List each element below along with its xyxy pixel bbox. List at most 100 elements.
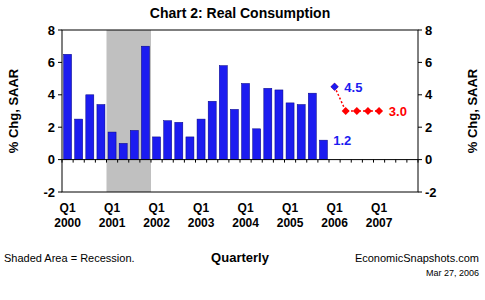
bar [219, 66, 227, 160]
bar [275, 90, 283, 160]
date: Mar 27, 2006 [426, 268, 479, 278]
y-tick [58, 127, 62, 128]
marker [364, 107, 372, 115]
footnote: Shaded Area = Recession. [4, 252, 135, 264]
bar [119, 143, 127, 159]
x-tick [173, 160, 174, 163]
y2-tick [418, 62, 422, 63]
y-tick-label: 6 [48, 55, 55, 70]
bar [164, 121, 172, 160]
x-tick-label-line: Q1 [282, 201, 298, 215]
bar [153, 137, 161, 160]
x-tick-label: Q12004 [232, 201, 259, 230]
y-axis-label: % Chg, SAAR [6, 68, 21, 153]
x-tick [128, 160, 129, 163]
x-tick [329, 160, 330, 163]
x-tick-label: Q12006 [321, 201, 348, 230]
x-tick [317, 160, 318, 163]
x-tick-label-line: 2001 [99, 216, 126, 230]
page: {"chart_data": { "type": "bar", "title":… [0, 0, 485, 300]
marker [331, 83, 339, 91]
y-tick [58, 192, 62, 193]
bar [130, 130, 138, 159]
bar [253, 129, 261, 160]
y2-tick-label: 6 [425, 55, 432, 70]
marker [342, 107, 350, 115]
bar [308, 93, 316, 159]
x-tick [206, 160, 207, 163]
x-tick [351, 160, 352, 163]
x-tick-label-line: Q1 [193, 201, 209, 215]
x-tick [395, 160, 396, 163]
x-axis-label: Quarterly [211, 250, 270, 265]
y2-tick-label: 2 [425, 120, 432, 135]
x-tick-label-line: Q1 [149, 201, 165, 215]
y2-axis-label: % Chg, SAAR [465, 68, 480, 153]
recession-shade [107, 30, 152, 192]
y-tick-label: 4 [48, 87, 56, 102]
x-tick [139, 160, 140, 163]
x-tick [162, 160, 163, 163]
x-tick [306, 160, 307, 163]
x-tick [384, 160, 385, 163]
y-tick-label: -2 [43, 185, 55, 200]
x-tick [240, 160, 241, 163]
bar [230, 109, 238, 159]
x-tick [151, 160, 152, 163]
x-tick [95, 160, 96, 163]
bar [75, 119, 83, 160]
bar [97, 105, 105, 160]
x-tick [195, 160, 196, 163]
x-tick-label-line: Q1 [104, 201, 120, 215]
y2-tick-label: 0 [425, 152, 432, 167]
data-label: 1.2 [333, 133, 351, 148]
bar [64, 54, 72, 159]
source: EconomicSnapshots.com [355, 252, 479, 264]
x-tick [184, 160, 185, 163]
bar [175, 122, 183, 159]
x-tick-label: Q12001 [99, 201, 126, 230]
x-tick-label-line: 2000 [54, 216, 81, 230]
x-tick [295, 160, 296, 163]
y-tick-label: 8 [48, 23, 55, 38]
y2-tick [418, 159, 422, 160]
x-tick-label: Q12007 [366, 201, 393, 230]
x-tick [228, 160, 229, 163]
bar [197, 119, 205, 160]
title: Chart 2: Real Consumption [150, 5, 330, 21]
x-tick-label: Q12000 [54, 201, 81, 230]
y-tick-label: 0 [48, 152, 55, 167]
x-tick [106, 160, 107, 163]
x-tick [73, 160, 74, 163]
chart: Chart 2: Real Consumption-202468-202468%… [0, 0, 485, 300]
bar [141, 46, 149, 159]
marks [64, 30, 384, 192]
x-tick [117, 160, 118, 163]
x-tick [251, 160, 252, 163]
y-tick-label: 2 [48, 120, 55, 135]
x-tick [273, 160, 274, 163]
x-tick-label: Q12002 [143, 201, 170, 230]
y-tick [58, 94, 62, 95]
bar [297, 105, 305, 160]
x-tick-label: Q12005 [277, 201, 304, 230]
y-tick [58, 62, 62, 63]
marker [375, 107, 383, 115]
bar [242, 83, 250, 159]
x-tick-label-line: 2007 [366, 216, 393, 230]
bar [86, 95, 94, 160]
x-tick-label-line: Q1 [327, 201, 343, 215]
x-tick [262, 160, 263, 163]
y2-tick [418, 30, 422, 31]
x-tick [84, 160, 85, 163]
bar [264, 88, 272, 159]
bar [319, 140, 327, 159]
bar [208, 101, 216, 159]
x-tick-label-line: Q1 [60, 201, 76, 215]
y-tick [58, 159, 62, 160]
x-tick [373, 160, 374, 163]
bar [286, 103, 294, 160]
y2-tick [418, 127, 422, 128]
x-tick [362, 160, 363, 163]
marker [331, 83, 339, 91]
